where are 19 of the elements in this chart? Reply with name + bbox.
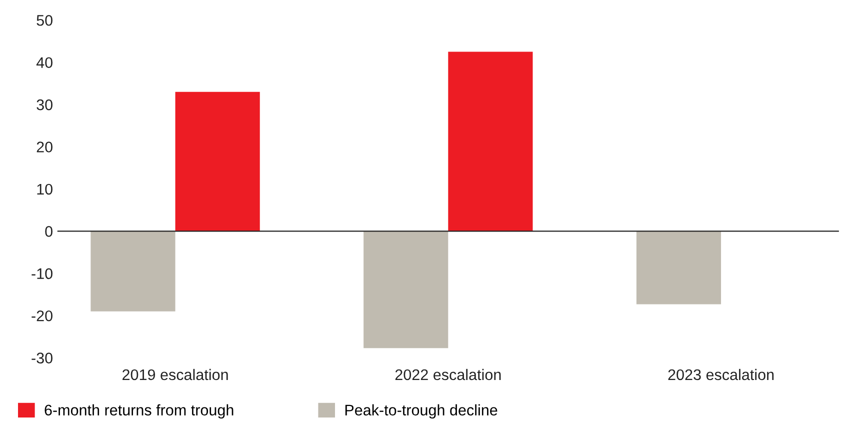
bar xyxy=(364,231,448,348)
bar xyxy=(448,52,533,232)
bar xyxy=(636,231,722,304)
legend-label: 6-month returns from trough xyxy=(44,404,234,419)
y-tick-label: 20 xyxy=(36,142,52,152)
y-tick-label: 10 xyxy=(37,184,52,195)
legend-label: Peak-to-trough decline xyxy=(345,404,498,419)
y-tick-label: -20 xyxy=(32,310,52,322)
y-tick-label: 30 xyxy=(36,99,52,110)
x-tick-label: 2023 escalation xyxy=(668,368,774,380)
y-tick-label: 50 xyxy=(36,14,52,26)
y-tick-label: -10 xyxy=(32,268,52,280)
x-tick-label: 2022 escalation xyxy=(395,368,501,380)
x-tick-label: 2019 escalation xyxy=(122,368,228,380)
bar xyxy=(90,231,176,312)
bar xyxy=(175,92,260,232)
y-tick-label: -30 xyxy=(32,352,52,364)
y-tick-label: 0 xyxy=(45,226,52,237)
y-tick-label: 40 xyxy=(36,57,52,68)
